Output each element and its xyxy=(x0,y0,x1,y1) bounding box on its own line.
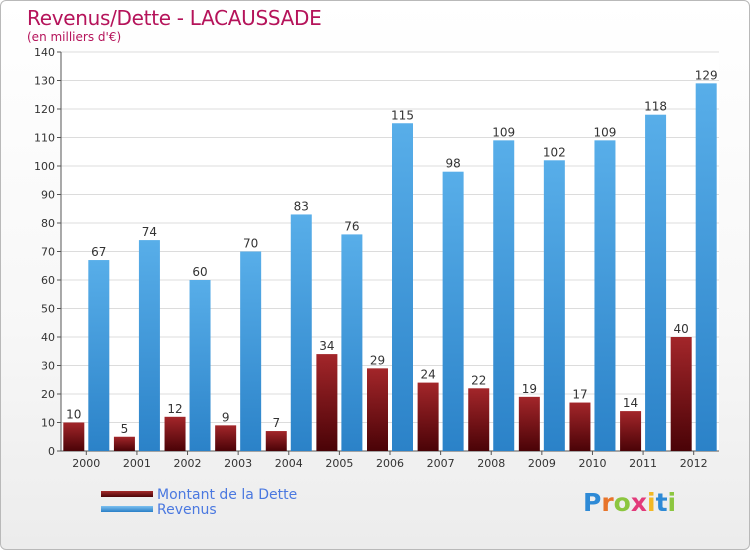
bar-revenus xyxy=(392,123,413,451)
x-tick-label: 2007 xyxy=(427,457,455,470)
data-label-revenus: 109 xyxy=(492,125,515,139)
data-label-dette: 5 xyxy=(121,422,129,436)
data-label-revenus: 76 xyxy=(344,219,359,233)
bar-dette xyxy=(620,411,642,451)
bar-dette xyxy=(417,382,439,451)
data-label-revenus: 67 xyxy=(91,245,106,259)
data-label-revenus: 83 xyxy=(294,199,309,213)
bar-revenus xyxy=(341,234,363,451)
y-tick-label: 60 xyxy=(41,274,55,287)
data-label-revenus: 118 xyxy=(644,100,667,114)
y-tick-label: 20 xyxy=(41,388,55,401)
y-tick-label: 80 xyxy=(41,217,55,230)
logo-letter: x xyxy=(630,488,647,517)
logo-letter: i xyxy=(667,488,677,517)
chart-subtitle: (en milliers d'€) xyxy=(27,30,122,44)
data-label-dette: 19 xyxy=(522,382,537,396)
data-label-revenus: 115 xyxy=(391,108,414,122)
y-tick-label: 0 xyxy=(48,445,55,458)
data-label-dette: 40 xyxy=(674,322,689,336)
data-label-dette: 22 xyxy=(471,373,486,387)
legend-swatch-revenus xyxy=(101,506,153,512)
bar-dette xyxy=(316,354,338,451)
bar-revenus xyxy=(695,83,717,451)
x-tick-label: 2000 xyxy=(72,457,100,470)
bar-dette xyxy=(569,402,591,451)
y-tick-label: 110 xyxy=(34,132,55,145)
x-tick-label: 2008 xyxy=(477,457,505,470)
bar-dette xyxy=(367,368,388,451)
bar-dette xyxy=(63,422,85,451)
x-tick-label: 2006 xyxy=(376,457,404,470)
data-label-revenus: 109 xyxy=(594,125,617,139)
bar-dette xyxy=(670,337,692,451)
data-label-dette: 29 xyxy=(370,353,385,367)
y-tick-label: 70 xyxy=(41,246,55,259)
x-tick-label: 2009 xyxy=(528,457,556,470)
bar-dette xyxy=(468,388,490,451)
bar-revenus xyxy=(442,171,464,451)
bar-revenus xyxy=(88,260,110,451)
bar-dette xyxy=(215,425,237,451)
y-tick-label: 140 xyxy=(34,46,55,59)
x-tick-label: 2001 xyxy=(123,457,151,470)
proxiti-logo: Proxiti xyxy=(583,488,676,517)
bar-dette xyxy=(518,396,540,451)
bar-revenus xyxy=(645,114,667,451)
x-tick-label: 2005 xyxy=(325,457,353,470)
data-label-dette: 7 xyxy=(272,416,280,430)
bar-revenus xyxy=(594,140,616,451)
x-tick-label: 2002 xyxy=(174,457,202,470)
data-label-revenus: 70 xyxy=(243,237,258,251)
x-tick-label: 2003 xyxy=(224,457,252,470)
x-tick-label: 2012 xyxy=(680,457,708,470)
data-label-dette: 10 xyxy=(66,408,81,422)
y-tick-label: 10 xyxy=(41,417,55,430)
data-label-revenus: 74 xyxy=(142,225,157,239)
data-label-revenus: 60 xyxy=(192,265,207,279)
data-label-dette: 34 xyxy=(319,339,334,353)
bar-revenus xyxy=(189,280,211,451)
x-tick-label: 2004 xyxy=(275,457,303,470)
x-tick-label: 2011 xyxy=(629,457,657,470)
y-tick-label: 90 xyxy=(41,189,55,202)
y-tick-label: 130 xyxy=(34,75,55,88)
data-label-dette: 17 xyxy=(572,388,587,402)
bar-revenus xyxy=(493,140,515,451)
bar-revenus xyxy=(290,214,312,451)
data-label-dette: 14 xyxy=(623,396,638,410)
data-label-revenus: 102 xyxy=(543,145,566,159)
bar-dette xyxy=(164,416,186,451)
logo-letter: i xyxy=(647,488,656,517)
bar-revenus xyxy=(138,240,160,451)
y-tick-label: 30 xyxy=(41,360,55,373)
legend-label-dette: Montant de la Dette xyxy=(157,487,298,503)
logo-letter: t xyxy=(655,488,668,517)
logo-letter: r xyxy=(601,488,614,517)
data-label-dette: 12 xyxy=(167,402,182,416)
data-label-dette: 24 xyxy=(420,368,435,382)
y-tick-label: 120 xyxy=(34,103,55,116)
legend-label-revenus: Revenus xyxy=(157,502,217,518)
legend-swatch-dette xyxy=(101,491,153,497)
y-tick-label: 40 xyxy=(41,331,55,344)
x-tick-label: 2010 xyxy=(578,457,606,470)
bar-dette xyxy=(113,436,135,451)
y-tick-label: 100 xyxy=(34,160,55,173)
data-label-dette: 9 xyxy=(222,410,230,424)
logo-letter: P xyxy=(583,488,602,517)
logo-letter: o xyxy=(613,488,631,517)
y-tick-label: 50 xyxy=(41,303,55,316)
bar-revenus xyxy=(240,251,262,451)
chart-title: Revenus/Dette - LACAUSSADE xyxy=(27,6,322,30)
data-label-revenus: 129 xyxy=(695,68,718,82)
bar-dette xyxy=(265,431,287,451)
data-label-revenus: 98 xyxy=(445,157,460,171)
bar-revenus xyxy=(543,160,565,452)
